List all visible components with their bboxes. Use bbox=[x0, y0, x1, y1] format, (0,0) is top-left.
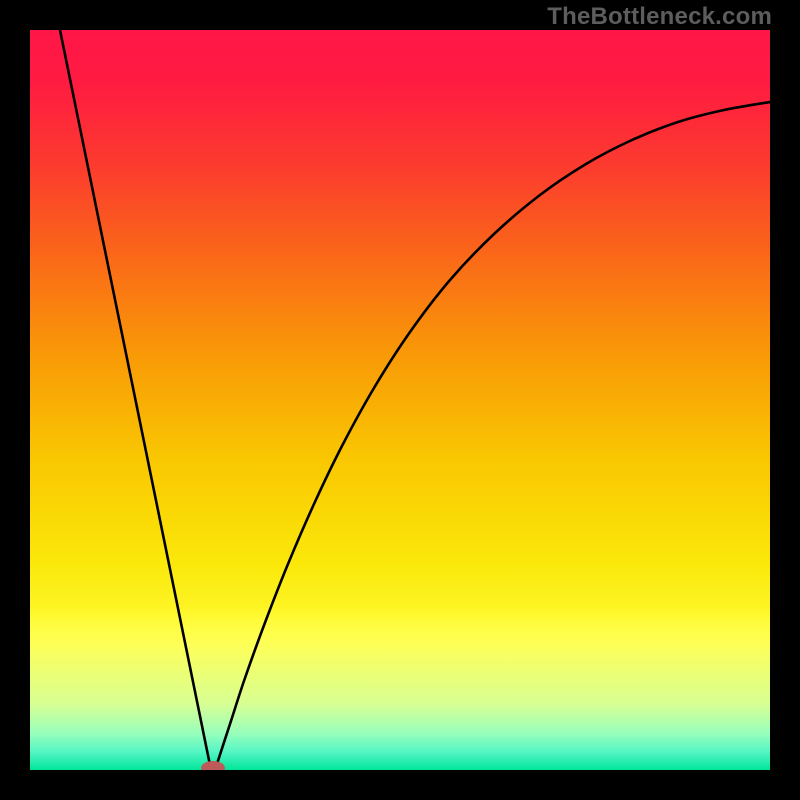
watermark-text: TheBottleneck.com bbox=[547, 3, 772, 31]
gradient-background bbox=[30, 30, 770, 770]
chart-frame bbox=[0, 0, 800, 800]
bottleneck-chart bbox=[30, 30, 770, 770]
